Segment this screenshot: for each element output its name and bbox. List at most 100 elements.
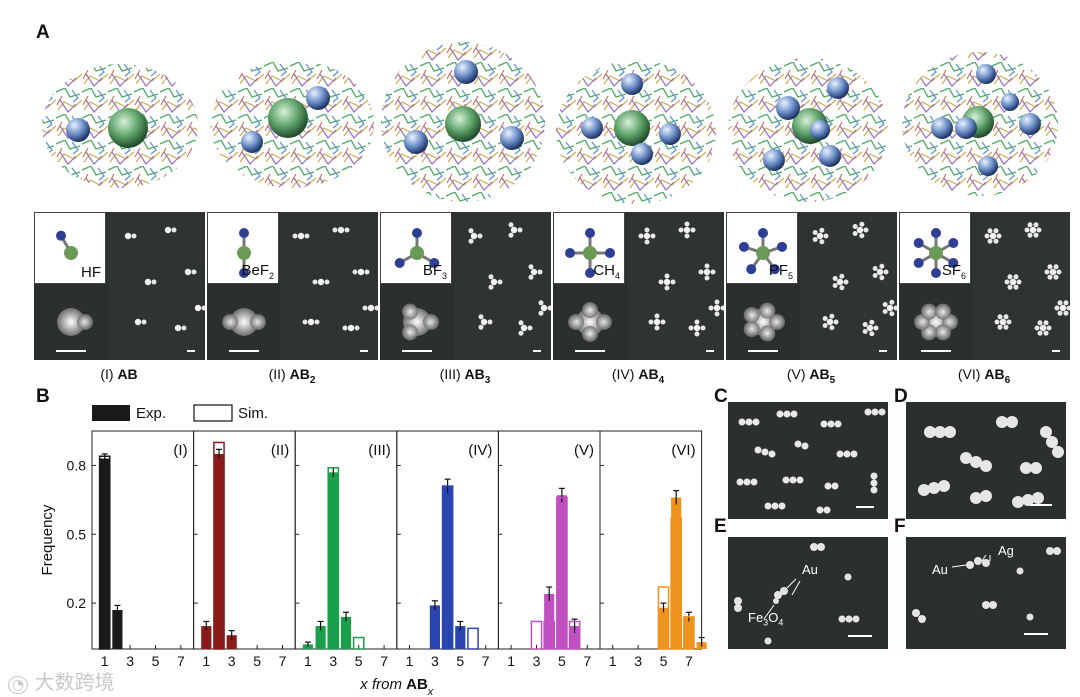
subplot-label: (I) (173, 442, 187, 459)
cluster-field (627, 212, 724, 360)
panel-label-f: F (894, 516, 906, 537)
x-tick-label: 5 (558, 653, 566, 669)
watermark: ◔ 大数跨境 (8, 666, 115, 695)
exp-bar (340, 616, 352, 649)
x-tick-label: 7 (583, 653, 591, 669)
molecule-formula: PF5 (768, 262, 793, 281)
exp-bar (442, 486, 453, 649)
subplot-frame (599, 430, 703, 650)
scale-bar (748, 350, 778, 352)
molecule-diagram (394, 228, 440, 268)
particles-d (918, 416, 1064, 508)
x-tick-label: 7 (380, 653, 388, 669)
exp-bar (455, 626, 466, 649)
sim-bar (556, 496, 568, 650)
panel-label-d: D (894, 386, 908, 407)
molecule-diagram (913, 228, 959, 278)
scale-bar (879, 350, 887, 352)
scale-bar (848, 635, 872, 637)
x-tick-label: 5 (152, 653, 160, 669)
subplot-frame (193, 430, 296, 650)
x-tick-label: 7 (482, 653, 490, 669)
exp-bar (315, 626, 326, 649)
x-axis-label: x from ABx (359, 676, 434, 695)
sim-bar (568, 620, 581, 650)
micrograph-cell: PF5 (726, 212, 897, 360)
micrograph-cell: CH4 (553, 212, 724, 360)
particles-c (736, 408, 886, 514)
molecule-inset: BF3 (380, 212, 452, 284)
scale-bar (921, 350, 951, 352)
scale-bar (187, 350, 195, 352)
sim-bar (670, 517, 683, 650)
exp-bar (201, 626, 212, 649)
sim-bar (441, 485, 454, 650)
panel-label-c: C (714, 386, 728, 407)
sim-bar (213, 441, 225, 650)
exp-bar (226, 635, 237, 649)
render-ab2 (210, 60, 374, 188)
cluster-field (800, 212, 897, 360)
zoom-cluster (561, 296, 619, 348)
micrograph-c (728, 402, 888, 519)
x-tick-label: 5 (660, 653, 668, 669)
scale-bar (706, 350, 714, 352)
zoom-cluster (907, 296, 965, 348)
sim-bar (327, 466, 340, 650)
class-caption: (III) AB3 (439, 366, 491, 386)
exp-bar (556, 495, 567, 649)
molecule-formula: BF3 (422, 262, 447, 281)
legend-swatch-exp (92, 405, 130, 421)
zoom-cluster (734, 296, 792, 348)
subplot-label: (V) (574, 442, 594, 459)
x-tick-label: 1 (202, 653, 210, 669)
exp-bar (671, 497, 682, 649)
subplot-label: (VI) (671, 442, 695, 459)
exp-bar (683, 616, 694, 649)
molecule-formula: CH4 (593, 262, 620, 281)
x-tick-label: 3 (533, 653, 541, 669)
label-fe3o4: Fe3O4 (748, 610, 784, 628)
molecule-inset: CH4 (553, 212, 625, 284)
label-au-f: Au (932, 562, 948, 577)
scale-bar (402, 350, 432, 352)
zoom-cluster (42, 296, 100, 348)
molecule-inset: SF6 (899, 212, 971, 284)
scale-bar (1030, 504, 1052, 506)
class-caption: (IV) AB4 (611, 366, 665, 386)
zoom-cluster (388, 296, 446, 348)
x-tick-label: 1 (304, 653, 312, 669)
molecule-diagram (565, 228, 615, 278)
micrograph-f: Au Ag (906, 537, 1066, 649)
sim-bar (530, 620, 543, 650)
render-ab1 (42, 64, 198, 188)
scale-bar (56, 350, 86, 352)
x-tick-label: 1 (609, 653, 617, 669)
render-ab6 (902, 52, 1058, 196)
sim-bar (683, 616, 695, 650)
x-tick-label: 5 (253, 653, 261, 669)
panel-label-a: A (36, 22, 50, 43)
legend-swatch-sim (193, 404, 233, 422)
x-tick-label: 1 (406, 653, 414, 669)
x-tick-label: 5 (456, 653, 464, 669)
sim-bar (98, 455, 111, 650)
x-tick-label: 7 (685, 653, 693, 669)
molecule-inset: PF5 (726, 212, 798, 284)
molecule-formula: SF6 (941, 262, 966, 281)
render-ab5 (728, 58, 888, 202)
molecule-inset: BeF2 (207, 212, 279, 284)
class-caption: (V) AB5 (786, 366, 836, 386)
y-tick-label: 0.5 (67, 526, 87, 542)
x-tick-label: 3 (126, 653, 134, 669)
y-tick-label: 0.2 (67, 595, 87, 611)
exp-bar (569, 626, 580, 649)
cluster-field (281, 212, 378, 360)
scale-bar (1024, 633, 1048, 635)
x-tick-label: 7 (177, 653, 185, 669)
scale-bar (533, 350, 541, 352)
exp-bar (328, 472, 339, 649)
class-caption: (I) AB (100, 366, 138, 382)
micrograph-cell: BeF2 (207, 212, 378, 360)
molecule-diagram (56, 230, 78, 260)
